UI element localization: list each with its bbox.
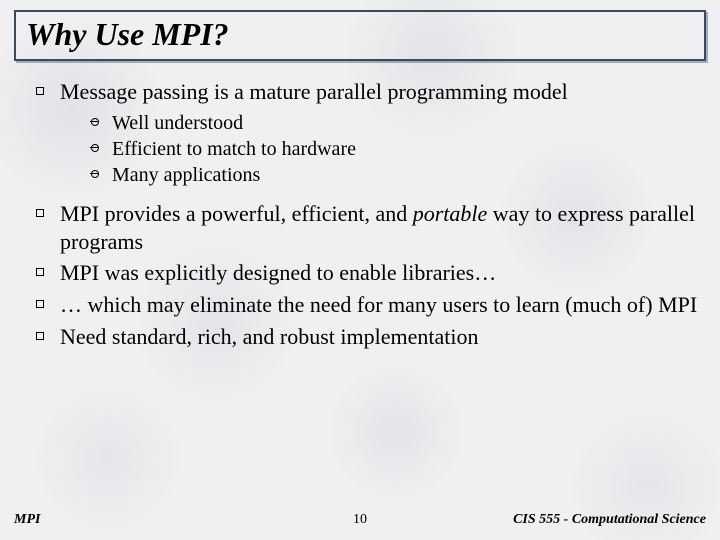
bullet-text: Message passing is a mature parallel pro… [60, 78, 700, 106]
circle-bullet-icon [90, 110, 112, 134]
sub-bullet-text: Well understood [112, 110, 700, 136]
title-box: Why Use MPI? [14, 10, 706, 61]
circle-bullet-icon [90, 162, 112, 186]
bullet-text: MPI was explicitly designed to enable li… [60, 259, 700, 287]
bullet-item: MPI provides a powerful, efficient, and … [36, 200, 700, 255]
sub-bullet-item: Efficient to match to hardware [90, 136, 700, 162]
sub-list: Well understood Efficient to match to ha… [90, 110, 700, 188]
square-bullet-icon [36, 200, 60, 228]
sub-bullet-text: Many applications [112, 162, 700, 188]
slide-body: Message passing is a mature parallel pro… [36, 78, 700, 355]
square-bullet-icon [36, 323, 60, 351]
square-bullet-icon [36, 78, 60, 106]
bullet-text: … which may eliminate the need for many … [60, 291, 700, 319]
bullet-item: MPI was explicitly designed to enable li… [36, 259, 700, 287]
square-bullet-icon [36, 259, 60, 287]
footer: MPI 10 CIS 555 - Computational Science [0, 508, 720, 528]
sub-bullet-item: Many applications [90, 162, 700, 188]
bullet-text: MPI provides a powerful, efficient, and … [60, 200, 700, 255]
footer-right: CIS 555 - Computational Science [513, 512, 706, 528]
bullet-item: Message passing is a mature parallel pro… [36, 78, 700, 106]
sub-bullet-item: Well understood [90, 110, 700, 136]
circle-bullet-icon [90, 136, 112, 160]
bullet-item: … which may eliminate the need for many … [36, 291, 700, 319]
square-bullet-icon [36, 291, 60, 319]
bullet-text: Need standard, rich, and robust implemen… [60, 323, 700, 351]
sub-bullet-text: Efficient to match to hardware [112, 136, 700, 162]
slide-title: Why Use MPI? [26, 16, 694, 53]
slide: Why Use MPI? Message passing is a mature… [0, 0, 720, 540]
bullet-item: Need standard, rich, and robust implemen… [36, 323, 700, 351]
